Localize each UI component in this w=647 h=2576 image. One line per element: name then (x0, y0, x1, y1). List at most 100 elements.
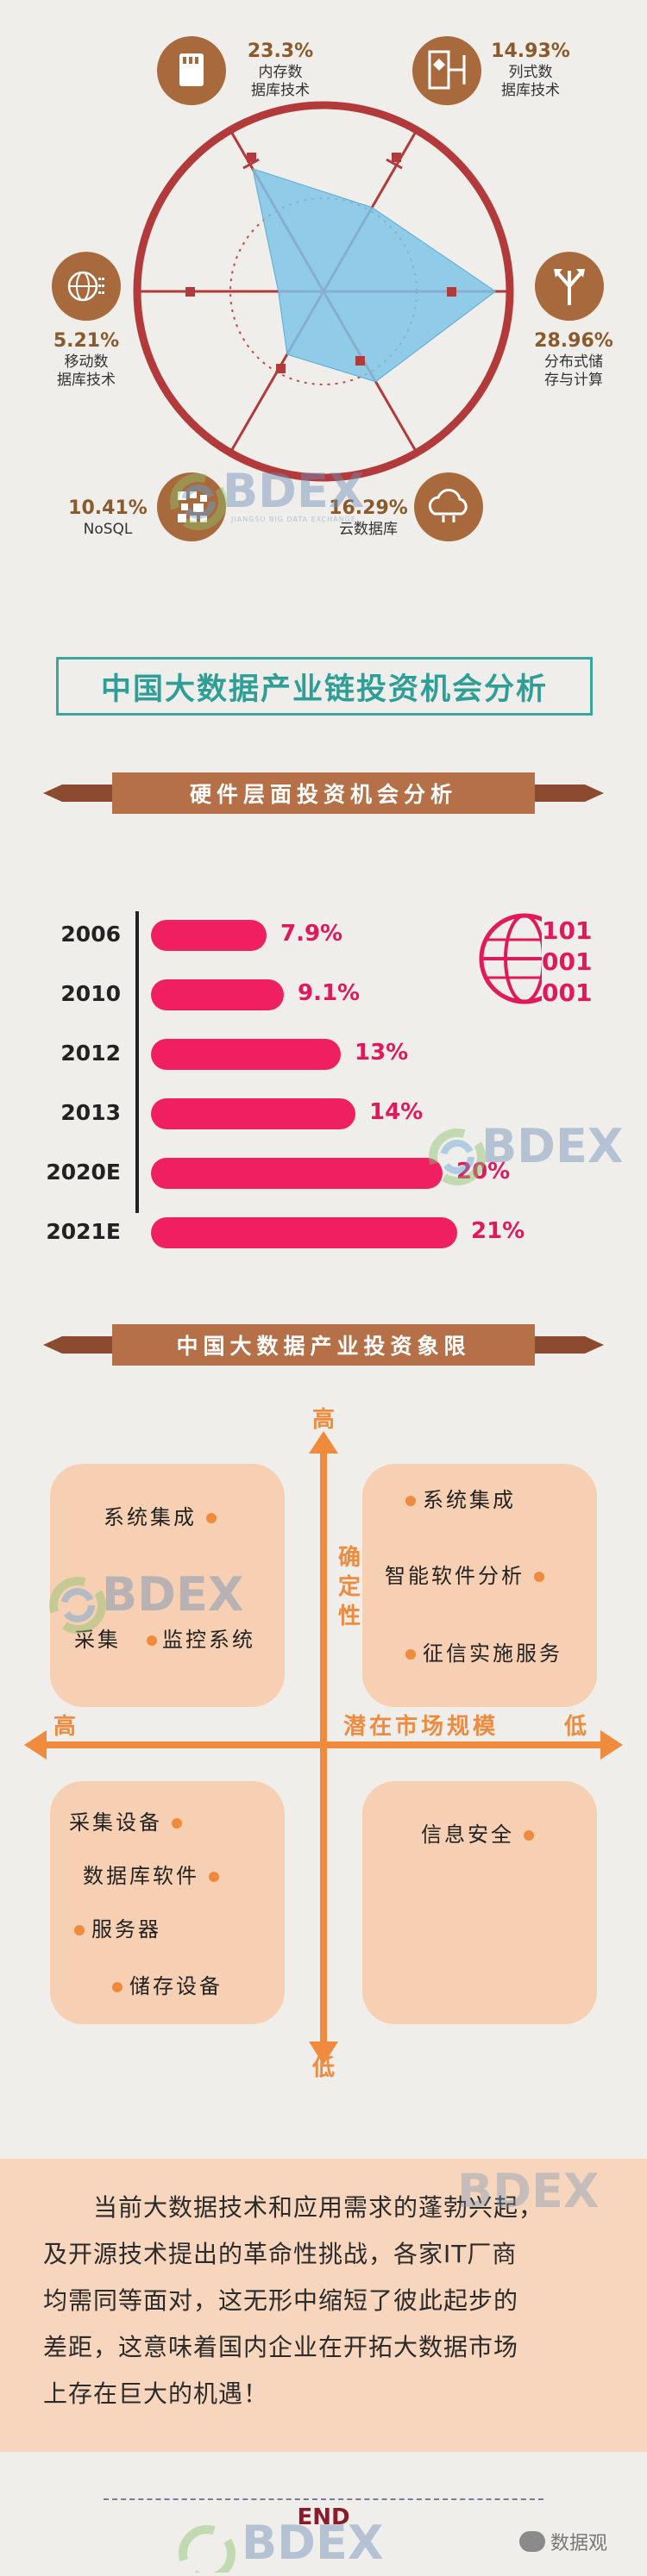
bar-4 (151, 1158, 443, 1189)
main-title-box: 中国大数据产业链投资机会分析 (56, 657, 593, 716)
watermark-4-text: BDEX (457, 2164, 600, 2218)
x-axis-label: 潜在市场规模 (343, 1714, 499, 1740)
distributed-icon (535, 252, 604, 321)
bl-item-2: 数据库软件 (83, 1859, 219, 1889)
section1-title: 硬件层面投资机会分析 (112, 772, 535, 814)
dot (533, 1572, 544, 1582)
dot (205, 1513, 217, 1523)
dot (147, 1635, 157, 1646)
bar-1 (151, 979, 284, 1010)
radar-label-nosql: NoSQL (83, 520, 133, 538)
radar-label-column-1: 列式数 (508, 63, 553, 81)
bar-value-4: 20% (456, 1159, 511, 1185)
radar-pct-nosql: 10.41% (68, 497, 148, 519)
y-axis-label-1: 确 (338, 1545, 361, 1571)
radar-label-column-2: 据库技术 (501, 81, 560, 99)
section2-title: 中国大数据产业投资象限 (112, 1324, 535, 1366)
para-line-3: 均需同等面对，这无形中缩短了彼此起步的 (43, 2286, 519, 2315)
bar-value-2: 13% (355, 1040, 409, 1066)
section1-banner: 硬件层面投资机会分析 (43, 772, 604, 814)
radar-pct-distributed: 28.96% (534, 330, 613, 352)
dot (74, 1925, 85, 1935)
radar-polygon (252, 167, 497, 383)
watermark-sub: JIANGSU BIG DATA EXCHANGE (231, 516, 356, 523)
conclusion-panel: 当前大数据技术和应用需求的蓬勃兴起， 及开源技术提出的革命性挑战，各家IT厂商 … (0, 2159, 647, 2452)
bar-year-5: 2021E (46, 1219, 121, 1244)
quadrant-top-right (362, 1464, 597, 1707)
footer-brand: 数据观 (519, 2528, 607, 2555)
bar-value-5: 21% (471, 1218, 525, 1244)
wechat-icon (519, 2531, 545, 2552)
end-label: END (297, 2504, 350, 2530)
para-line-4: 差距，这意味着国内企业在开拓大数据市场 (43, 2333, 519, 2361)
bar-axis (135, 911, 139, 1213)
end-divider (104, 2498, 543, 2500)
watermark-5-text: BDEX (242, 2516, 384, 2570)
radar-label-distributed-2: 存与计算 (544, 371, 603, 389)
bl-item-3: 服务器 (74, 1912, 161, 1942)
bar-value-3: 14% (369, 1099, 424, 1125)
dot (405, 1496, 416, 1506)
section2-banner: 中国大数据产业投资象限 (43, 1324, 604, 1366)
watermark: BDEX JIANGSU BIG DATA EXCHANGE (164, 448, 365, 547)
dot (171, 1818, 182, 1829)
bar-year-1: 2010 (60, 981, 121, 1006)
sd-card-icon (157, 36, 226, 105)
dot (112, 1982, 122, 1992)
para-line-5: 上存在巨大的机遇！ (43, 2379, 269, 2408)
radar-pct-column: 14.93% (491, 41, 570, 62)
radar-label-distributed-1: 分布式储 (544, 353, 603, 371)
x-axis-low: 低 (564, 1714, 587, 1740)
radar-chart (133, 101, 514, 482)
radar-label-mobile-1: 移动数 (64, 353, 109, 371)
bl-item-1: 采集设备 (69, 1805, 182, 1835)
dot (208, 1872, 219, 1882)
radar-label-memory-1: 内存数 (258, 63, 303, 81)
quadrant-top-left (50, 1464, 285, 1707)
globe-icon (52, 252, 121, 321)
bar-5 (151, 1217, 457, 1248)
bar-year-2: 2012 (60, 1041, 121, 1066)
main-title: 中国大数据产业链投资机会分析 (100, 672, 548, 707)
x-axis-high: 高 (53, 1714, 77, 1740)
br-item-1: 信息安全 (421, 1817, 534, 1848)
quadrant-bottom-right (362, 1781, 597, 2024)
radar-pct-cloud: 16.29% (329, 497, 408, 519)
tl-item-2: 采集 (74, 1628, 121, 1652)
watermark-4: BDEX (457, 2164, 600, 2218)
radar-label-memory-2: 据库技术 (251, 81, 310, 99)
para-line-2: 及开源技术提出的革命性挑战，各家IT厂商 (43, 2240, 518, 2268)
watermark-text: BDEX (223, 464, 365, 518)
tr-item-2: 智能软件分析 (385, 1559, 544, 1589)
dot (405, 1649, 416, 1660)
radar-pct-mobile: 5.21% (53, 330, 120, 352)
watermark-3-text: BDEX (102, 1567, 244, 1622)
binary-globe-icon: 101 001 001 (473, 905, 602, 1021)
bar-3 (151, 1098, 355, 1129)
y-axis-label-3: 性 (338, 1604, 361, 1629)
column-db-icon (412, 36, 481, 105)
bl-item-4: 储存设备 (112, 1969, 223, 1999)
bar-year-4: 2020E (46, 1160, 121, 1185)
para-line-1: 当前大数据技术和应用需求的蓬勃兴起， (43, 2193, 544, 2222)
tr-item-3: 征信实施服务 (405, 1636, 562, 1666)
radar-label-cloud: 云数据库 (339, 520, 398, 538)
bar-0 (151, 920, 267, 951)
binary-line-3: 001 (542, 979, 593, 1007)
tr-item-1: 系统集成 (405, 1483, 516, 1513)
radar-label-mobile-2: 据库技术 (57, 371, 116, 389)
bar-year-0: 2006 (60, 922, 121, 947)
y-axis-low: 低 (312, 2055, 336, 2081)
bar-year-3: 2013 (60, 1100, 121, 1125)
dot (523, 1830, 534, 1841)
watermark-2-text: BDEX (481, 1119, 624, 1173)
footer-brand-text: 数据观 (550, 2533, 608, 2554)
watermark-3: BDEX (43, 1552, 244, 1650)
watermark-2: BDEX (423, 1104, 624, 1202)
y-axis-label-2: 定 (338, 1574, 361, 1600)
radar-markers (185, 153, 456, 373)
quadrant-bottom-left (50, 1781, 285, 2024)
nosql-icon (157, 472, 226, 541)
bar-value-0: 7.9% (280, 921, 343, 947)
tl-item-1: 系统集成 (104, 1500, 217, 1530)
